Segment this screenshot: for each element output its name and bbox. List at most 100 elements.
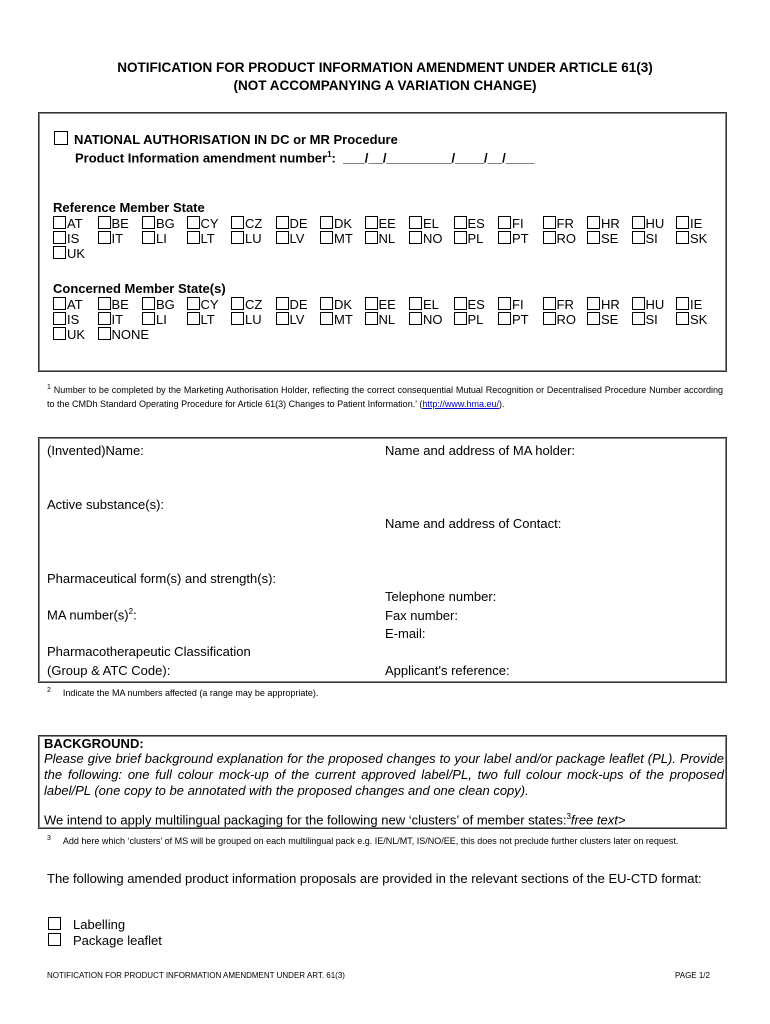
member-state-be[interactable]: BE	[97, 297, 143, 312]
member-state-li[interactable]: LI	[142, 312, 187, 327]
checkbox[interactable]	[142, 231, 155, 244]
checkbox[interactable]	[676, 312, 689, 325]
member-state-el[interactable]: EL	[409, 297, 454, 312]
checkbox[interactable]	[542, 297, 556, 310]
checkbox[interactable]	[53, 216, 66, 229]
package-leaflet-option[interactable]: Package leaflet	[48, 933, 162, 948]
checkbox[interactable]	[320, 312, 333, 325]
member-state-lt[interactable]: LT	[186, 312, 232, 327]
member-state-hu[interactable]: HU	[631, 216, 677, 231]
member-state-dk[interactable]: DK	[320, 297, 365, 312]
checkbox[interactable]	[53, 297, 66, 310]
member-state-cy[interactable]: CY	[186, 297, 232, 312]
checkbox[interactable]	[275, 312, 289, 325]
checkbox[interactable]	[186, 216, 200, 229]
member-state-lv[interactable]: LV	[275, 231, 321, 246]
member-state-dk[interactable]: DK	[320, 216, 365, 231]
member-state-ie[interactable]: IE	[676, 297, 721, 312]
member-state-se[interactable]: SE	[587, 231, 632, 246]
checkbox[interactable]	[275, 231, 289, 244]
checkbox[interactable]	[97, 216, 111, 229]
member-state-mt[interactable]: MT	[320, 312, 365, 327]
checkbox[interactable]	[364, 231, 378, 244]
member-state-none[interactable]: NONE	[97, 327, 149, 342]
checkbox[interactable]	[542, 231, 556, 244]
checkbox[interactable]	[231, 297, 244, 310]
checkbox[interactable]	[631, 216, 645, 229]
checkbox[interactable]	[48, 917, 61, 930]
checkbox[interactable]	[409, 312, 422, 325]
member-state-fi[interactable]: FI	[498, 297, 543, 312]
checkbox[interactable]	[498, 297, 511, 310]
member-state-hr[interactable]: HR	[587, 297, 632, 312]
checkbox[interactable]	[631, 231, 645, 244]
checkbox[interactable]	[409, 297, 422, 310]
checkbox[interactable]	[364, 312, 378, 325]
checkbox[interactable]	[231, 216, 244, 229]
national-authorisation-option[interactable]: NATIONAL AUTHORISATION IN DC or MR Proce…	[54, 131, 398, 147]
member-state-cz[interactable]: CZ	[231, 216, 276, 231]
checkbox[interactable]	[364, 216, 378, 229]
member-state-de[interactable]: DE	[275, 297, 321, 312]
amendment-number-value[interactable]: : ___/__/_________/____/__/____	[331, 150, 535, 166]
checkbox[interactable]	[231, 231, 244, 244]
member-state-ee[interactable]: EE	[364, 216, 410, 231]
member-state-es[interactable]: ES	[453, 297, 499, 312]
amendment-number-field[interactable]: Product Information amendment number1: _…	[75, 150, 535, 165]
member-state-lu[interactable]: LU	[231, 231, 276, 246]
checkbox[interactable]	[453, 297, 467, 310]
member-state-fr[interactable]: FR	[542, 297, 588, 312]
member-state-si[interactable]: SI	[631, 231, 677, 246]
member-state-ee[interactable]: EE	[364, 297, 410, 312]
checkbox[interactable]	[631, 297, 645, 310]
checkbox[interactable]	[275, 297, 289, 310]
checkbox[interactable]	[186, 297, 200, 310]
member-state-is[interactable]: IS	[53, 312, 98, 327]
checkbox[interactable]	[53, 231, 66, 244]
checkbox[interactable]	[186, 312, 200, 325]
member-state-bg[interactable]: BG	[142, 216, 187, 231]
checkbox[interactable]	[676, 231, 689, 244]
member-state-pl[interactable]: PL	[453, 312, 499, 327]
checkbox[interactable]	[97, 297, 111, 310]
checkbox[interactable]	[542, 312, 556, 325]
checkbox[interactable]	[498, 216, 511, 229]
member-state-pt[interactable]: PT	[498, 231, 543, 246]
checkbox[interactable]	[587, 231, 600, 244]
checkbox[interactable]	[142, 297, 155, 310]
checkbox[interactable]	[97, 327, 111, 340]
member-state-uk[interactable]: UK	[53, 327, 98, 342]
member-state-hr[interactable]: HR	[587, 216, 632, 231]
member-state-no[interactable]: NO	[409, 231, 454, 246]
member-state-hu[interactable]: HU	[631, 297, 677, 312]
checkbox[interactable]	[542, 216, 556, 229]
checkbox[interactable]	[587, 312, 600, 325]
member-state-ro[interactable]: RO	[542, 231, 588, 246]
member-state-nl[interactable]: NL	[364, 231, 410, 246]
checkbox[interactable]	[364, 297, 378, 310]
checkbox[interactable]	[631, 312, 645, 325]
member-state-cy[interactable]: CY	[186, 216, 232, 231]
member-state-at[interactable]: AT	[53, 216, 98, 231]
member-state-li[interactable]: LI	[142, 231, 187, 246]
member-state-lv[interactable]: LV	[275, 312, 321, 327]
checkbox[interactable]	[54, 131, 68, 145]
checkbox[interactable]	[186, 231, 200, 244]
checkbox[interactable]	[498, 231, 511, 244]
multilingual-statement[interactable]: We intend to apply multilingual packagin…	[44, 812, 626, 828]
member-state-it[interactable]: IT	[97, 312, 143, 327]
checkbox[interactable]	[53, 327, 66, 340]
member-state-uk[interactable]: UK	[53, 246, 98, 261]
checkbox[interactable]	[453, 216, 467, 229]
member-state-pt[interactable]: PT	[498, 312, 543, 327]
member-state-es[interactable]: ES	[453, 216, 499, 231]
checkbox[interactable]	[275, 216, 289, 229]
member-state-bg[interactable]: BG	[142, 297, 187, 312]
checkbox[interactable]	[142, 216, 155, 229]
checkbox[interactable]	[453, 231, 467, 244]
member-state-fi[interactable]: FI	[498, 216, 543, 231]
checkbox[interactable]	[231, 312, 244, 325]
checkbox[interactable]	[587, 297, 600, 310]
checkbox[interactable]	[409, 216, 422, 229]
member-state-de[interactable]: DE	[275, 216, 321, 231]
